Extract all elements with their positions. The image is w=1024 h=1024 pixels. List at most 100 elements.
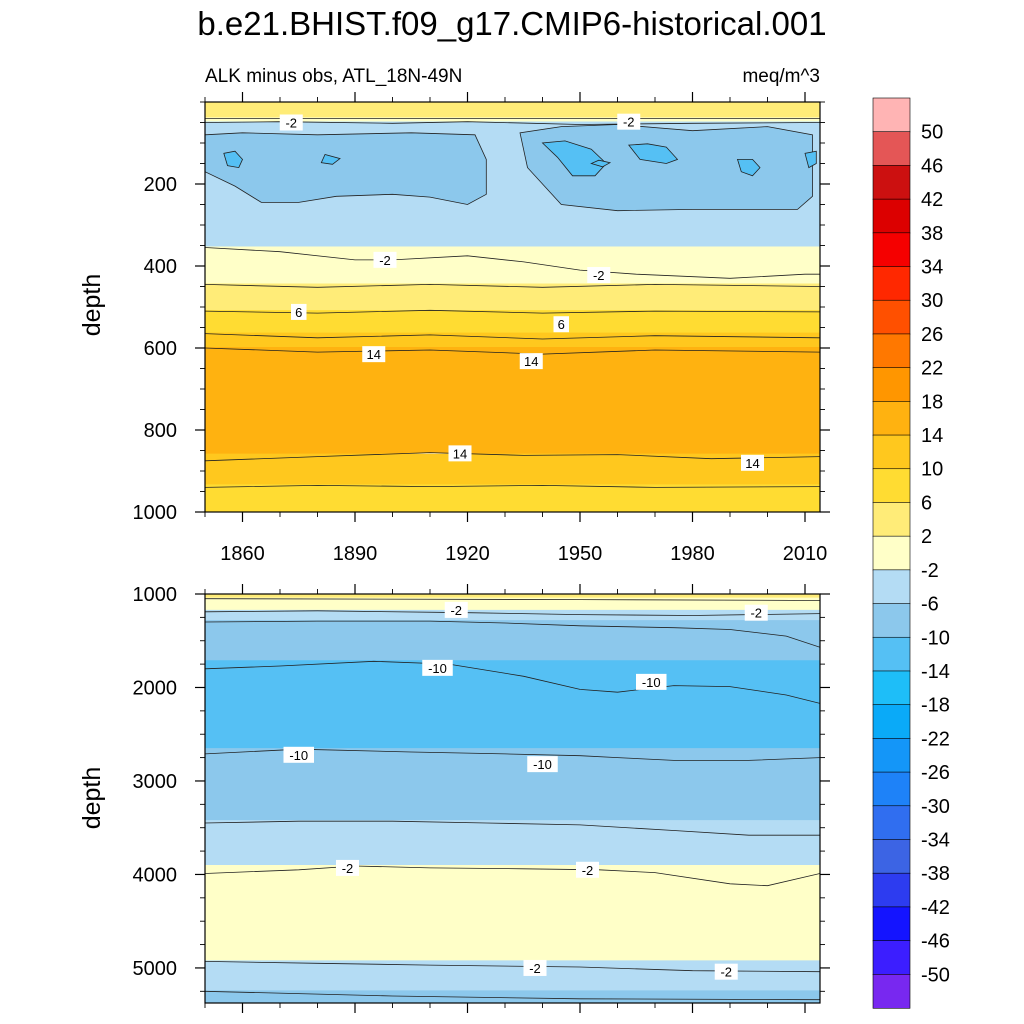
colorbar-label-0: 50 bbox=[921, 122, 943, 144]
lower-contour-label-box-3 bbox=[636, 673, 667, 690]
colorbar-swatch-13 bbox=[872, 535, 911, 571]
colorbar-swatch-15 bbox=[872, 603, 911, 638]
chart-units: meq/m^3 bbox=[742, 66, 820, 87]
upper-contour-label-box-3 bbox=[587, 267, 611, 284]
colorbar-swatch-16 bbox=[872, 636, 911, 672]
xtick-label-2: 1920 bbox=[445, 543, 490, 565]
upper-contour-line-3 bbox=[205, 283, 820, 288]
colorbar-label-22: -38 bbox=[921, 863, 950, 885]
lower-contour-label-box-7 bbox=[576, 861, 599, 878]
colorbar-swatch-5 bbox=[872, 266, 911, 301]
lower-contour-label-box-0 bbox=[444, 601, 468, 618]
colorbar-swatch-10 bbox=[872, 434, 911, 470]
xtick-label-3: 1950 bbox=[558, 543, 603, 565]
xtick-label-5: 2010 bbox=[783, 543, 828, 565]
upper-contour-label-box-0 bbox=[279, 114, 303, 131]
lower-contour-line-1 bbox=[205, 610, 820, 616]
lower-contour-label-box-9 bbox=[714, 963, 738, 980]
colorbar-label-7: 22 bbox=[921, 358, 943, 380]
upper-contour-line-2 bbox=[205, 247, 820, 279]
upper-contour-label-7: 14 bbox=[524, 354, 538, 369]
upper-contour-line-6 bbox=[205, 347, 820, 355]
xtick-label-1: 1890 bbox=[333, 543, 378, 565]
colorbar-label-4: 34 bbox=[921, 257, 943, 279]
upper-contour-label-box-1 bbox=[617, 113, 641, 130]
colorbar-label-24: -46 bbox=[921, 931, 950, 953]
lower-contour-label-box-8 bbox=[523, 959, 547, 976]
lower-contour-label-3: -10 bbox=[642, 675, 661, 690]
lower-contour-label-1: -2 bbox=[750, 606, 762, 621]
lower-contour-line-3 bbox=[205, 660, 820, 704]
colorbar-swatch-20 bbox=[872, 771, 911, 807]
upper-contour-region-0 bbox=[205, 132, 487, 205]
upper-ytick-label-3: 800 bbox=[144, 420, 177, 442]
chart-title: b.e21.BHIST.f09_g17.CMIP6-historical.001 bbox=[197, 5, 826, 42]
lower-ytick-label-0: 1000 bbox=[133, 584, 178, 606]
upper-band-7 bbox=[205, 347, 820, 461]
upper-contour-label-box-6 bbox=[362, 346, 386, 363]
upper-band-4 bbox=[205, 283, 820, 314]
colorbar-label-6: 26 bbox=[921, 324, 943, 346]
colorbar-label-1: 46 bbox=[921, 155, 943, 177]
colorbar-swatch-8 bbox=[872, 367, 911, 402]
colorbar-swatch-9 bbox=[872, 401, 911, 436]
lower-contour-label-7: -2 bbox=[582, 863, 594, 878]
upper-contour-region-4 bbox=[590, 159, 612, 168]
lower-contour-label-box-5 bbox=[527, 756, 558, 773]
colorbar-swatch-17 bbox=[872, 670, 911, 706]
lower-band-7 bbox=[205, 865, 820, 972]
lower-ytick-label-4: 5000 bbox=[133, 958, 178, 980]
lower-ytick-label-1: 2000 bbox=[133, 677, 178, 699]
upper-contour-region-8 bbox=[804, 150, 817, 169]
upper-band-9 bbox=[205, 484, 820, 512]
upper-contour-region-2 bbox=[541, 140, 607, 177]
lower-band-4 bbox=[205, 660, 820, 761]
lower-contour-label-2: -10 bbox=[428, 661, 447, 676]
colorbar-swatch-25 bbox=[872, 940, 911, 975]
upper-contour-label-3: -2 bbox=[593, 268, 605, 283]
colorbar-label-16: -14 bbox=[921, 661, 950, 683]
colorbar-label-23: -42 bbox=[921, 897, 950, 919]
colorbar-swatch-0 bbox=[872, 97, 911, 133]
upper-contour-label-box-5 bbox=[553, 316, 569, 333]
upper-band-8 bbox=[205, 453, 820, 488]
upper-contour-label-box-9 bbox=[741, 454, 764, 471]
colorbar-label-21: -34 bbox=[921, 829, 950, 851]
upper-contour-region-7 bbox=[320, 154, 341, 165]
colorbar-label-3: 38 bbox=[921, 223, 943, 245]
upper-contour-label-8: 14 bbox=[453, 446, 467, 461]
colorbar-swatch-2 bbox=[872, 165, 911, 200]
lower-band-2 bbox=[205, 609, 820, 648]
colorbar-label-8: 18 bbox=[921, 391, 943, 413]
lower-plot-frame bbox=[204, 593, 821, 1004]
colorbar-swatch-12 bbox=[872, 502, 911, 537]
colorbar-swatch-26 bbox=[872, 973, 911, 1009]
colorbar-swatch-3 bbox=[872, 198, 911, 234]
colorbar: 50 46 42 38 34 30 26 22 18 14 10 6 2 -2 -6 -10 -14 -18 -22… bbox=[872, 97, 950, 1009]
colorbar-swatch-19 bbox=[872, 738, 911, 773]
upper-band-0 bbox=[205, 102, 820, 119]
upper-contour-label-box-8 bbox=[448, 445, 472, 462]
lower-contour-label-5: -10 bbox=[533, 757, 552, 772]
lower-band-9 bbox=[205, 990, 820, 1003]
lower-contour-label-box-4 bbox=[283, 746, 314, 763]
colorbar-label-12: 2 bbox=[921, 526, 932, 548]
lower-contour-line-2 bbox=[205, 620, 820, 648]
upper-contour-region-5 bbox=[736, 159, 761, 177]
chart-subtitle-left: ALK minus obs, ATL_18N-49N bbox=[205, 66, 462, 87]
lower-contour-label-4: -10 bbox=[289, 748, 308, 763]
lower-contour-label-9: -2 bbox=[720, 965, 732, 980]
colorbar-swatch-1 bbox=[872, 131, 911, 167]
lower-contour-label-box-6 bbox=[336, 859, 359, 876]
colorbar-label-5: 30 bbox=[921, 290, 943, 312]
lower-contour-line-0 bbox=[205, 598, 820, 601]
upper-band-5 bbox=[205, 310, 820, 339]
colorbar-swatch-7 bbox=[872, 333, 911, 369]
upper-ytick-label-0: 200 bbox=[144, 174, 177, 196]
colorbar-label-9: 14 bbox=[921, 425, 943, 447]
upper-contour-label-0: -2 bbox=[285, 116, 297, 131]
colorbar-swatch-22 bbox=[872, 839, 911, 874]
upper-contour-region-1 bbox=[519, 124, 813, 212]
lower-contour-line-5 bbox=[205, 820, 820, 836]
